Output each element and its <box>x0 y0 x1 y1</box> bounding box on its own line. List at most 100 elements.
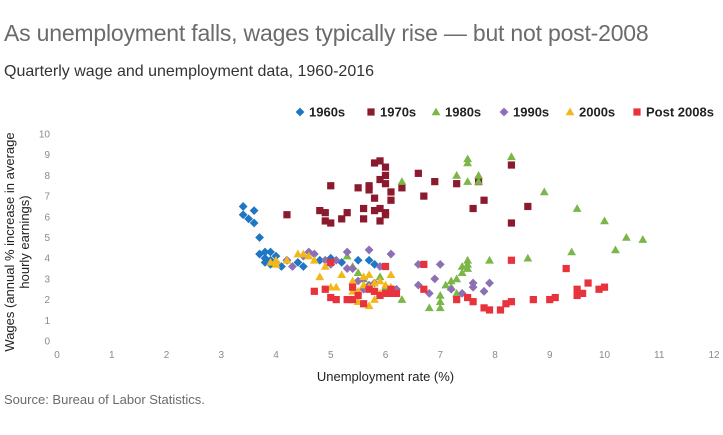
data-point-1960s <box>364 255 374 265</box>
data-point-2000s <box>271 260 281 268</box>
y-tick-label: 9 <box>44 150 50 161</box>
data-point-2000s <box>315 272 325 281</box>
data-point-2000s <box>282 255 292 264</box>
data-point-2000s <box>337 270 347 279</box>
data-point-1970s <box>376 175 384 184</box>
data-point-1980s <box>446 276 456 285</box>
data-point-1970s <box>376 204 384 213</box>
x-tick-label: 4 <box>273 350 279 361</box>
legend-marker-2000s <box>565 107 575 116</box>
data-point-2000s <box>364 270 374 279</box>
data-point-1980s <box>474 171 483 179</box>
data-point-1980s <box>463 158 473 167</box>
data-point-1970s <box>507 161 516 169</box>
data-point-post-2008s <box>359 300 368 308</box>
data-point-1970s <box>376 217 384 225</box>
legend-label: 2000s <box>579 105 615 120</box>
x-tick-label: 7 <box>437 350 443 361</box>
y-axis-label-line: hourly earnings) <box>17 195 32 288</box>
data-point-1960s <box>293 257 303 267</box>
data-point-1990s <box>468 278 478 288</box>
legend-label: Post 2008s <box>646 105 714 120</box>
data-point-1970s <box>370 159 379 167</box>
data-point-post-2008s <box>387 285 395 293</box>
data-point-post-2008s <box>496 306 505 314</box>
data-point-post-2008s <box>469 298 477 306</box>
data-point-1980s <box>463 177 473 185</box>
data-point-2000s <box>271 255 281 264</box>
data-point-1970s <box>453 180 461 188</box>
data-point-post-2008s <box>327 258 335 266</box>
data-point-1970s <box>387 188 395 196</box>
legend-marker-post-2008s <box>633 108 641 116</box>
data-point-1970s <box>359 215 368 223</box>
data-point-post-2008s <box>376 291 384 300</box>
data-point-1960s <box>353 255 363 265</box>
data-point-1980s <box>463 264 473 272</box>
data-point-post-2008s <box>420 285 428 293</box>
data-point-1970s <box>327 219 335 227</box>
data-point-1970s <box>359 204 368 213</box>
y-tick-label: 2 <box>44 295 50 306</box>
y-tick-label: 7 <box>44 192 50 203</box>
data-point-2000s <box>359 272 368 281</box>
data-point-1960s <box>277 262 286 271</box>
data-point-1980s <box>523 253 533 262</box>
data-point-2000s <box>375 276 385 285</box>
data-point-1980s <box>600 216 609 225</box>
data-point-1990s <box>364 245 374 255</box>
data-point-1970s <box>376 157 384 165</box>
data-point-1980s <box>622 233 631 241</box>
data-point-post-2008s <box>420 260 428 269</box>
data-point-1970s <box>343 209 351 217</box>
data-point-1980s <box>397 177 407 185</box>
data-point-1980s <box>611 245 620 254</box>
data-point-post-2008s <box>453 295 461 304</box>
data-point-1960s <box>255 233 264 242</box>
x-tick-label: 2 <box>164 350 170 361</box>
x-tick-label: 9 <box>547 350 553 361</box>
y-tick-label: 1 <box>44 316 50 327</box>
legend-label: 1970s <box>380 105 416 120</box>
data-point-1980s <box>375 272 385 281</box>
data-point-2000s <box>320 262 330 270</box>
legend-marker-1960s <box>295 107 305 117</box>
data-point-1970s <box>381 163 390 171</box>
data-point-post-2008s <box>387 289 395 297</box>
x-tick-label: 12 <box>708 350 720 361</box>
chart-title: As unemployment falls, wages typically r… <box>4 20 649 46</box>
data-point-1980s <box>435 303 445 312</box>
x-tick-label: 3 <box>218 350 224 361</box>
data-point-post-2008s <box>485 306 494 314</box>
data-point-1980s <box>441 280 451 289</box>
data-point-1970s <box>524 202 532 211</box>
data-point-1970s <box>327 182 335 190</box>
data-point-1980s <box>424 303 434 312</box>
data-point-2000s <box>370 295 379 303</box>
data-point-1970s <box>420 192 428 200</box>
data-point-post-2008s <box>480 304 488 312</box>
y-tick-label: 6 <box>44 212 50 223</box>
data-point-1970s <box>316 206 324 215</box>
data-point-post-2008s <box>381 289 390 297</box>
data-point-post-2008s <box>349 283 357 291</box>
legend-label: 1980s <box>445 105 481 120</box>
data-point-2000s <box>370 278 379 287</box>
x-tick-label: 5 <box>328 350 334 361</box>
data-point-post-2008s <box>464 293 472 302</box>
data-point-post-2008s <box>595 285 603 293</box>
data-point-1960s <box>249 218 259 228</box>
data-point-post-2008s <box>381 262 390 271</box>
data-point-2000s <box>348 276 358 285</box>
data-point-1980s <box>507 152 516 161</box>
data-point-1980s <box>463 260 473 268</box>
x-tick-label: 6 <box>383 350 389 361</box>
data-point-2000s <box>304 251 314 260</box>
data-point-1990s <box>446 284 456 294</box>
data-point-post-2008s <box>546 295 554 304</box>
legend-marker-1980s <box>431 107 441 116</box>
data-point-1980s <box>452 274 462 283</box>
chart-subtitle: Quarterly wage and unemployment data, 19… <box>4 63 375 80</box>
data-point-post-2008s <box>584 279 592 287</box>
x-tick-label: 1 <box>109 350 115 361</box>
